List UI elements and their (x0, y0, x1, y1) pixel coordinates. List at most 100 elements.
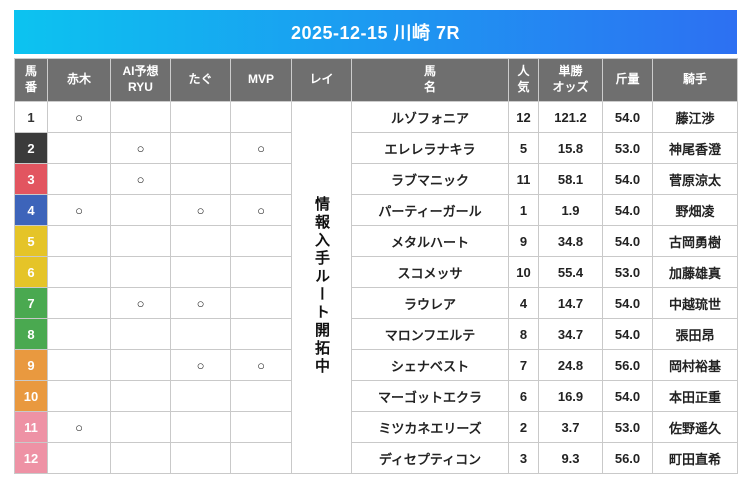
mark-cell-mvp: ○ (230, 349, 292, 381)
column-header-line: AI予想 (122, 64, 159, 79)
mark-cell-mvp (230, 318, 292, 350)
header-row: 馬番赤木 AI予想 RYU たぐ MVP レイ馬名人気単勝 オッズ 斤量 騎手 (14, 58, 738, 102)
horse-row: 2 ○ ○ エレレラナキラ 5 15.8 53.0 神尾香澄 (14, 132, 738, 164)
column-header-line: 単勝 (558, 64, 583, 79)
mark-cell-akagi (47, 132, 111, 164)
mark-cell-akagi (47, 256, 111, 288)
horse-name-cell: シェナベスト (351, 349, 509, 381)
column-header-line: レイ (309, 72, 334, 87)
column-header-ai-ryu: AI予想 RYU (110, 58, 171, 102)
odds-cell: 1.9 (538, 194, 603, 226)
horse-row: 6 スコメッサ 10 55.4 53.0 加藤雄真 (14, 256, 738, 288)
mark-cell-mvp (230, 380, 292, 412)
horse-row: 1 ○ 情報入手ルート開拓中 ルゾフォニア 12 121.2 54.0 藤江渉 (14, 101, 738, 474)
odds-cell: 34.8 (538, 225, 603, 257)
horse-row: 5 メタルハート 9 34.8 54.0 古岡勇樹 (14, 225, 738, 257)
jockey-cell: 本田正重 (652, 380, 738, 412)
column-header-line: たぐ (188, 72, 213, 87)
weight-cell: 56.0 (602, 442, 653, 474)
odds-cell: 3.7 (538, 411, 603, 443)
horse-number-cell: 5 (14, 225, 48, 257)
popularity-cell: 3 (508, 442, 539, 474)
mark-cell-akagi: ○ (47, 411, 111, 443)
mark-cell-mvp (230, 256, 292, 288)
rei-status-text: 情報入手ルート開拓中 (313, 196, 330, 376)
mark-cell-ai-ryu (110, 442, 171, 474)
mark-cell-akagi (47, 318, 111, 350)
mark-cell-ai-ryu (110, 194, 171, 226)
horse-name-cell: ディセプティコン (351, 442, 509, 474)
popularity-cell: 8 (508, 318, 539, 350)
horse-row: 8 マロンフエルテ 8 34.7 54.0 張田昂 (14, 318, 738, 350)
weight-cell: 56.0 (602, 349, 653, 381)
mark-cell-mvp (230, 225, 292, 257)
horse-number-cell: 6 (14, 256, 48, 288)
horse-name-cell: ラウレア (351, 287, 509, 319)
column-header-line: 馬 (24, 64, 37, 79)
race-banner: 2025-12-15 川崎 7R (14, 10, 737, 54)
mark-cell-mvp: ○ (230, 132, 292, 164)
mark-cell-tagu (170, 256, 231, 288)
horse-number-cell: 7 (14, 287, 48, 319)
jockey-cell: 町田直希 (652, 442, 738, 474)
jockey-cell: 菅原涼太 (652, 163, 738, 195)
horse-number-cell: 9 (14, 349, 48, 381)
mark-cell-mvp (230, 442, 292, 474)
mark-cell-tagu: ○ (170, 287, 231, 319)
prediction-table: 馬番赤木 AI予想 RYU たぐ MVP レイ馬名人気単勝 オッズ 斤量 騎手 1 ○ 情報入手ルー… (14, 58, 738, 474)
popularity-cell: 4 (508, 287, 539, 319)
weight-cell: 54.0 (602, 194, 653, 226)
horse-row: 3 ○ ラブマニック 11 58.1 54.0 菅原涼太 (14, 163, 738, 195)
column-header-line: 番 (24, 80, 37, 94)
odds-cell: 15.8 (538, 132, 603, 164)
mark-cell-tagu (170, 101, 231, 133)
horse-row: 11 ○ ミツカネエリーズ 2 3.7 53.0 佐野遥久 (14, 411, 738, 443)
mark-cell-ai-ryu (110, 318, 171, 350)
mark-cell-mvp: ○ (230, 194, 292, 226)
odds-cell: 121.2 (538, 101, 603, 133)
popularity-cell: 9 (508, 225, 539, 257)
column-header-odds: 単勝 オッズ (538, 58, 603, 102)
mark-cell-akagi: ○ (47, 194, 111, 226)
column-header-line: 気 (517, 80, 530, 94)
mark-cell-mvp (230, 287, 292, 319)
column-header-line: MVP (247, 72, 274, 87)
jockey-cell: 加藤雄真 (652, 256, 738, 288)
mark-cell-tagu (170, 132, 231, 164)
weight-cell: 53.0 (602, 256, 653, 288)
weight-cell: 53.0 (602, 132, 653, 164)
column-header-line: 騎手 (682, 72, 707, 87)
mark-cell-tagu: ○ (170, 194, 231, 226)
horse-number-cell: 8 (14, 318, 48, 350)
column-header-kishu: 騎手 (652, 58, 738, 102)
mark-cell-tagu: ○ (170, 349, 231, 381)
mark-cell-tagu (170, 380, 231, 412)
jockey-cell: 中越琉世 (652, 287, 738, 319)
mark-cell-ai-ryu: ○ (110, 132, 171, 164)
odds-cell: 14.7 (538, 287, 603, 319)
column-header-rei: レイ (291, 58, 352, 102)
mark-cell-akagi (47, 163, 111, 195)
horse-name-cell: マロンフエルテ (351, 318, 509, 350)
mark-cell-ai-ryu: ○ (110, 287, 171, 319)
column-header-akagi: 赤木 (47, 58, 111, 102)
popularity-cell: 11 (508, 163, 539, 195)
odds-cell: 55.4 (538, 256, 603, 288)
horse-number-cell: 1 (14, 101, 48, 133)
column-header-tagu: たぐ (170, 58, 231, 102)
jockey-cell: 神尾香澄 (652, 132, 738, 164)
mark-cell-mvp (230, 163, 292, 195)
mark-cell-akagi (47, 287, 111, 319)
horse-name-cell: パーティーガール (351, 194, 509, 226)
horse-number-cell: 11 (14, 411, 48, 443)
popularity-cell: 2 (508, 411, 539, 443)
odds-cell: 24.8 (538, 349, 603, 381)
jockey-cell: 古岡勇樹 (652, 225, 738, 257)
popularity-cell: 1 (508, 194, 539, 226)
popularity-cell: 6 (508, 380, 539, 412)
mark-cell-ai-ryu (110, 256, 171, 288)
weight-cell: 54.0 (602, 287, 653, 319)
horse-number-cell: 2 (14, 132, 48, 164)
column-header-kinryo: 斤量 (602, 58, 653, 102)
horse-name-cell: マーゴットエクラ (351, 380, 509, 412)
